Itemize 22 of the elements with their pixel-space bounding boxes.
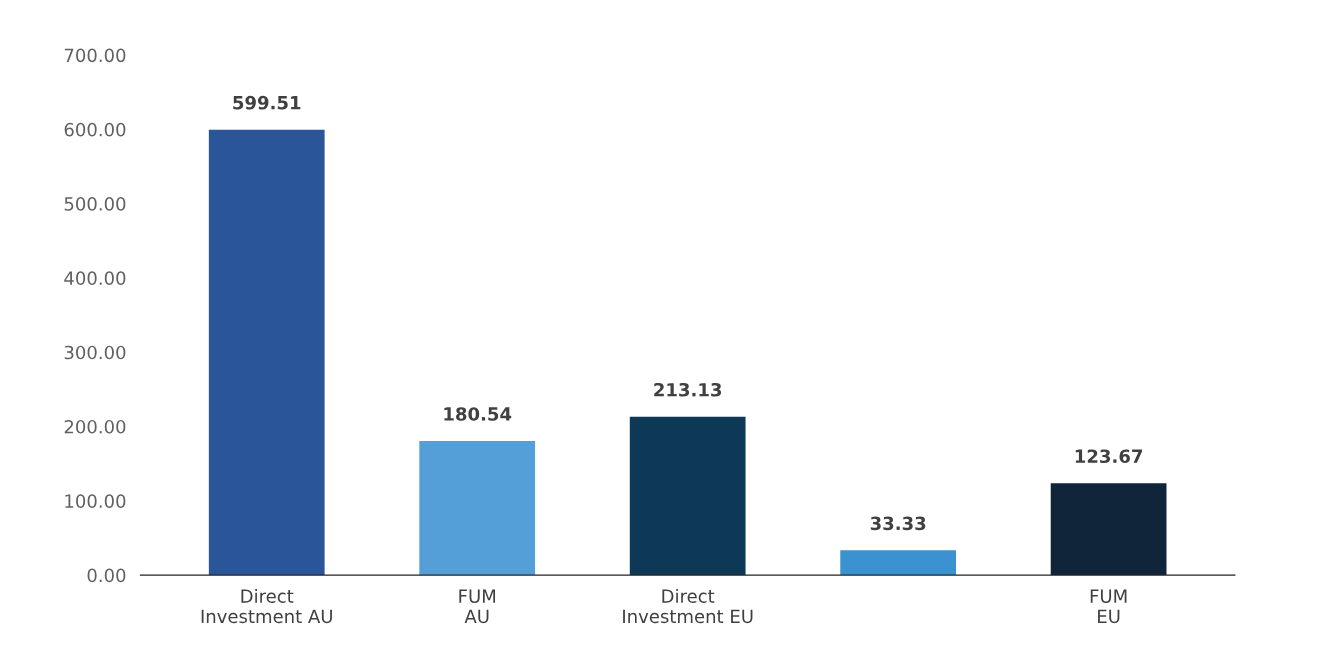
data-label: 213.13 [654,382,722,397]
bar [1050,483,1167,576]
y-tick-label: 300.00 [64,345,126,360]
data-label: 33.33 [870,516,926,531]
bar [629,416,746,576]
y-tick-label: 100.00 [65,494,126,508]
bar [208,129,325,576]
y-tick-label: 500.00 [64,197,126,211]
data-label: 599.51 [233,95,301,110]
data-label: 180.54 [444,407,512,421]
y-tick-label: 400.00 [64,271,126,286]
x-tick-label: Direct Investment EU [623,588,753,624]
bar [419,440,536,576]
y-tick-label: 600.00 [64,122,126,137]
y-tick-label: 700.00 [64,48,126,63]
x-tick-label: FUM AU [459,589,496,624]
data-label: 123.67 [1075,449,1143,464]
x-tick-label: Direct Investment AU [201,588,332,624]
y-tick-label: 200.00 [64,419,126,434]
bar [840,550,957,576]
x-tick-label: FUM EU [1090,589,1127,624]
y-tick-label: 0.00 [87,568,126,583]
